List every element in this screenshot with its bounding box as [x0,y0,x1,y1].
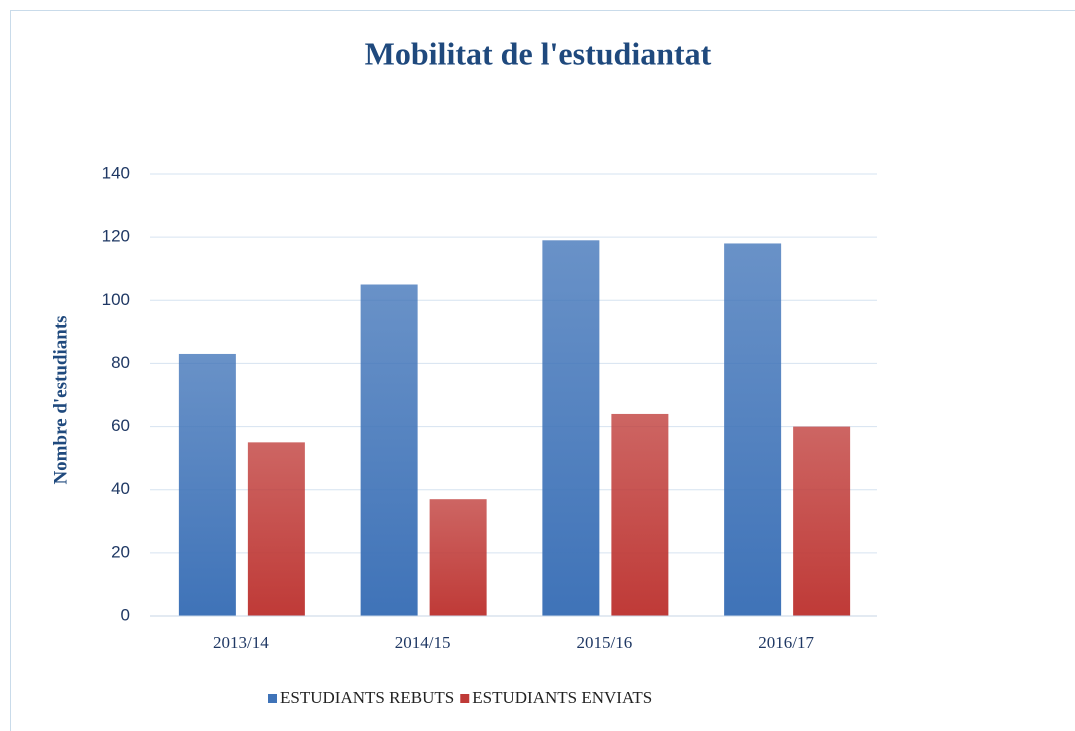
y-tick-label: 60 [111,416,130,435]
bar [178,353,236,616]
bar [429,499,487,616]
bar [360,284,418,616]
legend-label: ESTUDIANTS ENVIATS [472,688,652,707]
chart-title: Mobilitat de l'estudiantat [365,35,712,71]
y-tick-label: 20 [111,542,130,561]
y-axis-label: Nombre d'estudiants [50,315,71,484]
x-tick-label: 2016/17 [758,633,814,652]
bar [793,426,851,616]
legend-swatch [268,694,277,703]
bar [724,243,782,616]
legend-label: ESTUDIANTS REBUTS [280,688,454,707]
x-tick-label: 2014/15 [395,633,451,652]
legend-swatch [460,694,470,703]
bar [247,442,305,616]
y-tick-label: 40 [111,479,130,498]
bar [542,240,600,617]
bar [611,413,669,616]
x-tick-label: 2015/16 [577,633,633,652]
x-tick-label: 2013/14 [213,633,269,652]
y-tick-label: 120 [102,227,130,246]
y-tick-label: 100 [102,290,130,309]
y-tick-label: 0 [121,605,130,624]
y-tick-label: 140 [102,163,130,182]
y-tick-label: 80 [111,353,130,372]
